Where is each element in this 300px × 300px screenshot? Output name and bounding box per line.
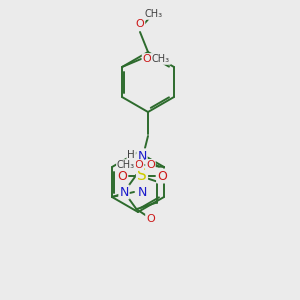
Text: O: O bbox=[142, 54, 152, 64]
Text: O: O bbox=[146, 160, 155, 170]
Text: S: S bbox=[137, 169, 147, 184]
Text: CH₃: CH₃ bbox=[145, 9, 163, 19]
Text: O: O bbox=[157, 169, 167, 182]
Text: N: N bbox=[137, 149, 147, 163]
Text: O: O bbox=[136, 19, 144, 29]
Text: N: N bbox=[137, 185, 147, 199]
Text: O: O bbox=[146, 214, 155, 224]
Text: H: H bbox=[127, 150, 135, 160]
Text: CH₃: CH₃ bbox=[117, 160, 135, 170]
Text: O: O bbox=[135, 160, 143, 170]
Text: O: O bbox=[117, 169, 127, 182]
Text: N: N bbox=[119, 185, 129, 199]
Text: CH₃: CH₃ bbox=[152, 54, 170, 64]
